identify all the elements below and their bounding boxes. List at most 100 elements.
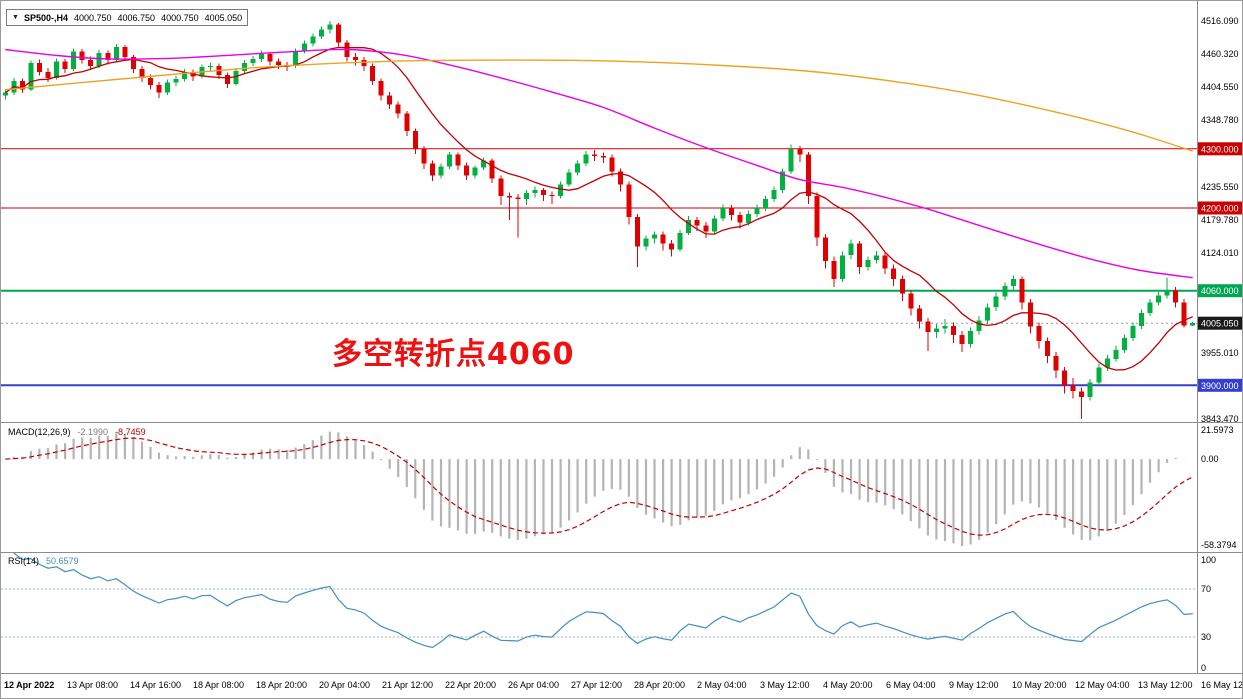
candle-body: [951, 326, 956, 336]
candle-body: [1190, 323, 1196, 326]
price-tick: 3843.470: [1201, 414, 1239, 424]
candle-body: [353, 57, 358, 61]
candle-body: [1113, 349, 1119, 359]
candle-body: [472, 167, 478, 176]
macd-axis-max: 21.5973: [1201, 425, 1234, 435]
price-tick: 3955.010: [1201, 348, 1239, 358]
time-tick: 22 Apr 20:00: [445, 680, 496, 690]
candle-body: [874, 255, 880, 260]
candle-body: [233, 70, 239, 84]
rsi-panel[interactable]: 100 70 30 0: [1, 552, 1216, 673]
candle-body: [908, 293, 914, 309]
candle-body: [1164, 290, 1170, 296]
time-axis[interactable]: 12 Apr 2022 13 Apr 08:00 14 Apr 16:00 18 Ap…: [4, 680, 1243, 690]
candle-body: [156, 85, 162, 93]
symbol-label: SP500-,H4: [23, 12, 68, 23]
candle-body: [130, 57, 136, 69]
candle-body: [1036, 326, 1042, 341]
macd-signal-line: [5, 437, 1193, 536]
price-badge-4300.000: [1198, 142, 1242, 156]
candle-body: [993, 296, 999, 308]
candle-body: [728, 208, 734, 216]
candle-body: [558, 184, 564, 197]
candle-body: [1173, 290, 1179, 303]
candle-body: [250, 58, 256, 63]
chart-annotation-text: 多空转折点4060: [332, 337, 575, 372]
candle-body: [968, 330, 974, 344]
time-tick: 10 May 20:00: [1012, 680, 1067, 690]
price-tick: 4348.780: [1201, 115, 1239, 125]
candle-body: [1156, 295, 1162, 303]
candle-body: [575, 163, 581, 173]
candle-body: [1139, 313, 1144, 327]
candle-body: [387, 95, 393, 105]
candle-body: [976, 320, 982, 331]
candle-body: [763, 199, 769, 208]
price-axis[interactable]: 4516.090 4460.320 4404.550 4348.780 4235.550…: [1197, 1, 1243, 673]
rsi-line: [13, 552, 1193, 649]
candle-body: [891, 268, 897, 279]
time-tick: 12 Apr 2022: [4, 680, 54, 690]
candle-body: [686, 219, 692, 233]
candle-body: [694, 219, 700, 226]
candle-body: [865, 260, 871, 268]
candle-body: [1130, 326, 1136, 338]
time-tick: 12 May 04:00: [1075, 680, 1130, 690]
candle-body: [959, 335, 965, 344]
candle-body: [139, 69, 145, 78]
candle-body: [327, 24, 333, 30]
candle-body: [1147, 302, 1153, 314]
candle-body: [267, 54, 273, 62]
candle-body: [780, 171, 786, 191]
candle-body: [677, 232, 683, 250]
time-tick: 16 May 12:00: [1201, 680, 1243, 690]
candle-body: [600, 155, 606, 158]
time-tick: 6 May 04:00: [886, 680, 936, 690]
time-tick: 4 May 20:00: [823, 680, 873, 690]
candle-body: [276, 61, 282, 65]
candle-body: [840, 255, 845, 279]
candle-body: [335, 24, 341, 43]
candle-body: [464, 165, 470, 176]
time-tick: 18 Apr 20:00: [256, 680, 307, 690]
candle-body: [79, 51, 85, 61]
candle-body: [62, 61, 68, 69]
candle-body: [1010, 278, 1016, 286]
candle-body: [942, 326, 948, 329]
candle-body: [2, 92, 8, 96]
candle-body: [797, 148, 803, 155]
candle-body: [882, 255, 888, 269]
candle-body: [429, 163, 435, 176]
symbol-selector[interactable]: ▼ SP500-,H4 4000.750 4006.750 4000.750 4…: [6, 9, 249, 26]
price-badge-label: 4300.000: [1201, 144, 1239, 154]
candle-body: [805, 154, 811, 197]
time-tick: 13 Apr 08:00: [67, 680, 118, 690]
candle-body: [378, 80, 384, 96]
price-badge-label: 4005.050: [1201, 319, 1239, 329]
candle-body: [421, 148, 427, 164]
macd-panel[interactable]: 21.5973 0.00 -58.3794: [5, 425, 1237, 550]
candle-body: [634, 216, 640, 247]
candle-body: [703, 225, 709, 232]
candle-body: [754, 208, 760, 214]
price-badge-4060.000: [1198, 284, 1242, 298]
candle-body: [831, 261, 837, 279]
candle-body: [370, 66, 376, 81]
candle-body: [54, 61, 59, 78]
price-tick: 4404.550: [1201, 82, 1239, 92]
time-tick: 26 Apr 04:00: [508, 680, 559, 690]
candle-body: [720, 208, 726, 219]
price-badge-label: 3900.000: [1201, 381, 1239, 391]
candle-body: [165, 82, 171, 93]
time-tick: 9 May 12:00: [949, 680, 999, 690]
candle-body: [1019, 278, 1025, 303]
time-tick: 28 Apr 20:00: [634, 680, 685, 690]
candle-body: [592, 154, 598, 156]
candle-body: [583, 154, 589, 164]
macd-axis-zero: 0.00: [1201, 454, 1219, 464]
candle-body: [45, 72, 51, 78]
price-tick: 4124.010: [1201, 248, 1239, 258]
ohlc-close: 4005.050: [204, 12, 243, 23]
